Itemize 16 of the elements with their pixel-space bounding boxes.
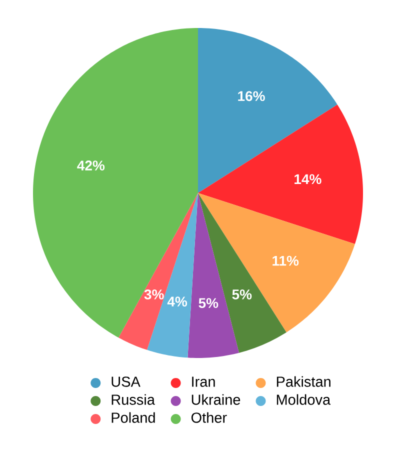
data-label: 11% [272, 256, 299, 266]
data-label: 4% [167, 296, 188, 307]
legend-label: Ukraine [192, 394, 240, 405]
legend-label: Pakistan [276, 376, 330, 387]
data-label: 5% [198, 298, 218, 308]
legend-label: Poland [112, 412, 155, 423]
legend-label: Moldova [276, 394, 331, 405]
data-label: 3% [144, 289, 164, 300]
data-label: 14% [294, 174, 322, 184]
data-label: 16% [238, 91, 265, 102]
data-label: 5% [232, 290, 252, 300]
legend-label: USA [112, 376, 140, 387]
legend-label: Russia [112, 394, 155, 405]
data-label: 42% [77, 160, 105, 170]
legend-label: Iran [192, 376, 215, 387]
legend-label: Other [191, 412, 227, 423]
